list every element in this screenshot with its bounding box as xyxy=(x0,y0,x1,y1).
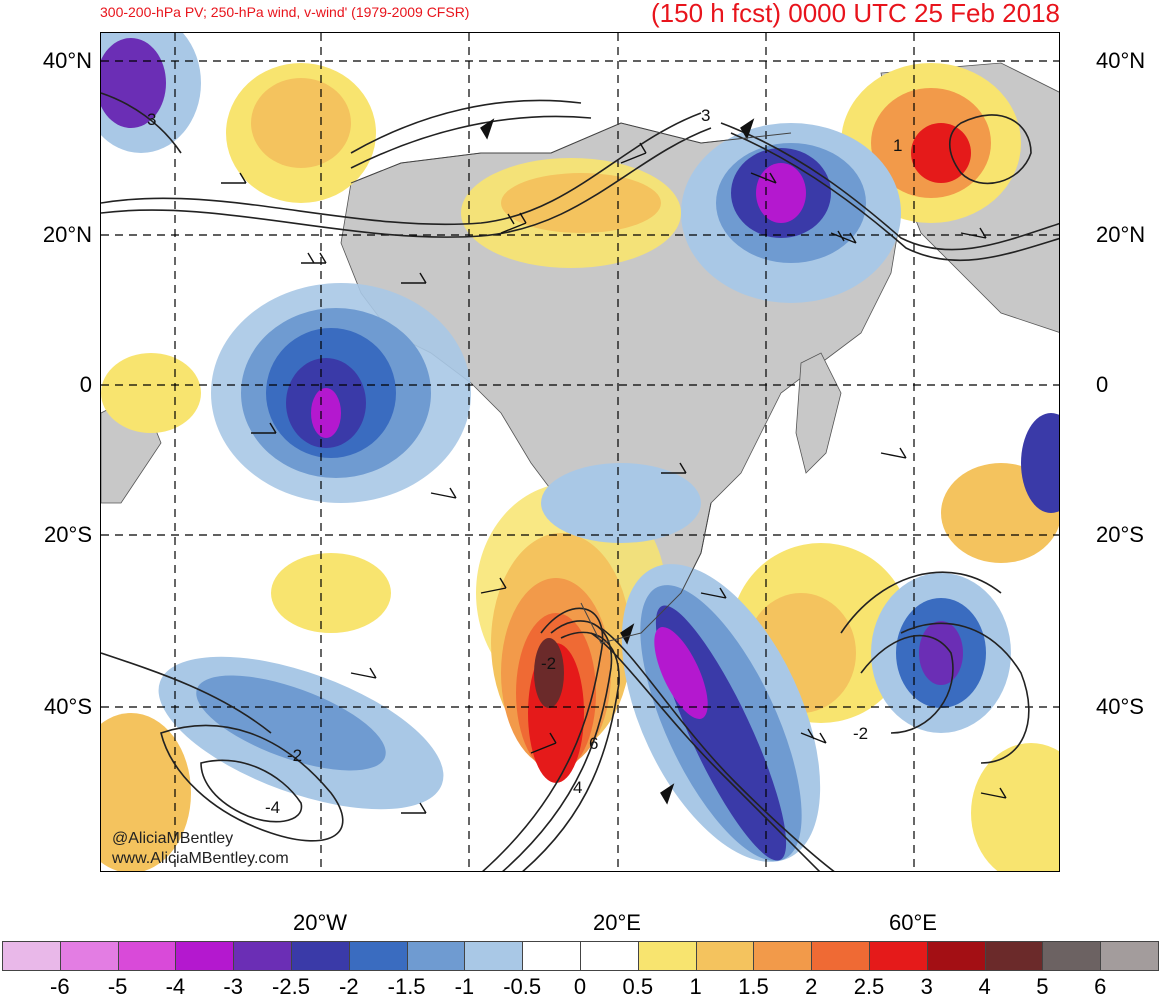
pv-colorbar xyxy=(2,941,1159,971)
lat-label-left: 20°N xyxy=(42,222,92,247)
colorbar-label: -4 xyxy=(165,974,186,999)
lat-label-right: 40°N xyxy=(1096,48,1146,73)
lon-label: 20°W xyxy=(292,910,348,935)
colorbar-label: 1.5 xyxy=(738,974,769,999)
colorbar-swatch xyxy=(175,941,235,971)
pv-wind-map: 3 3 1 -2 6 4 -2 -4 -2 xyxy=(100,32,1060,872)
colorbar-swatch xyxy=(117,941,177,971)
colorbar-label: 0.5 xyxy=(622,974,654,999)
colorbar-swatch xyxy=(868,941,928,971)
lat-label-left: 20°S xyxy=(44,522,92,547)
colorbar-swatch xyxy=(637,941,697,971)
lon-label: 20°E xyxy=(593,910,641,935)
colorbar-label: 2 xyxy=(805,974,818,999)
map-title-left: 300-200-hPa PV; 250-hPa wind, v-wind' (1… xyxy=(100,4,470,20)
colorbar-label: -1.5 xyxy=(387,974,426,999)
contour-label: 3 xyxy=(147,110,156,129)
watermark-url: www.AliciaMBentley.com xyxy=(112,850,289,867)
contour-label: -2 xyxy=(853,724,868,743)
contour-labels: 3 3 1 -2 6 4 -2 -4 -2 xyxy=(147,106,902,817)
colorbar-label: -2.5 xyxy=(272,974,310,999)
lat-label-right: 20°S xyxy=(1096,522,1144,547)
map-title-right: (150 h fcst) 0000 UTC 25 Feb 2018 xyxy=(650,0,1060,28)
colorbar-label: 4 xyxy=(978,974,991,999)
vwind-contours xyxy=(101,92,1059,871)
colorbar-label: -2 xyxy=(339,974,359,999)
lat-label-left: 40°S xyxy=(44,694,92,719)
colorbar-swatch xyxy=(233,941,292,971)
lat-label-left: 0 xyxy=(79,372,92,397)
coastlines xyxy=(350,122,792,644)
colorbar-swatch xyxy=(1100,941,1159,971)
colorbar-label: 6 xyxy=(1094,974,1107,999)
contour-label: -4 xyxy=(265,798,280,817)
lat-lon-grid xyxy=(101,33,1059,871)
lon-label: 60°E xyxy=(889,910,937,935)
contour-label: 6 xyxy=(589,734,598,753)
colorbar-swatch xyxy=(753,941,813,971)
colorbar-swatch xyxy=(348,941,408,971)
colorbar-swatch xyxy=(59,941,119,971)
positive-anomaly-fill xyxy=(101,63,1059,871)
colorbar-label: 0 xyxy=(573,974,587,999)
colorbar-swatch xyxy=(926,941,986,971)
contour-label: -2 xyxy=(287,746,302,765)
colorbar-label: 1 xyxy=(689,974,702,999)
contour-label: -2 xyxy=(541,654,556,673)
map-canvas: 3 3 1 -2 6 4 -2 -4 -2 xyxy=(101,33,1059,871)
lat-label-right: 0 xyxy=(1096,372,1109,397)
colorbar-swatch xyxy=(984,941,1044,971)
colorbar-swatch xyxy=(290,941,350,971)
contour-label: 3 xyxy=(701,106,710,125)
colorbar-label: 3 xyxy=(920,974,933,999)
contour-label: 1 xyxy=(893,136,902,155)
lat-label-left: 40°N xyxy=(42,48,92,73)
lat-label-right: 20°N xyxy=(1096,222,1146,247)
colorbar-label: -1 xyxy=(454,974,475,999)
colorbar-swatch xyxy=(695,941,755,971)
colorbar-swatch xyxy=(406,941,466,971)
colorbar-label: -6 xyxy=(50,974,70,999)
lat-label-right: 40°S xyxy=(1096,694,1144,719)
colorbar-swatch xyxy=(2,941,61,971)
colorbar-label: -5 xyxy=(107,974,128,999)
colorbar-swatch xyxy=(579,941,639,971)
colorbar-swatch xyxy=(522,941,581,971)
colorbar-label: 2.5 xyxy=(853,974,885,999)
colorbar-label: 5 xyxy=(1036,974,1049,999)
colorbar-label: -0.5 xyxy=(503,974,542,999)
colorbar-label: -3 xyxy=(223,974,243,999)
watermark-handle: @AliciaMBentley xyxy=(112,830,234,847)
colorbar-swatch xyxy=(464,941,524,971)
contour-label: 4 xyxy=(573,778,582,797)
wind-barbs xyxy=(221,118,1007,814)
colorbar-swatch xyxy=(811,941,870,971)
colorbar-swatch xyxy=(1042,941,1102,971)
